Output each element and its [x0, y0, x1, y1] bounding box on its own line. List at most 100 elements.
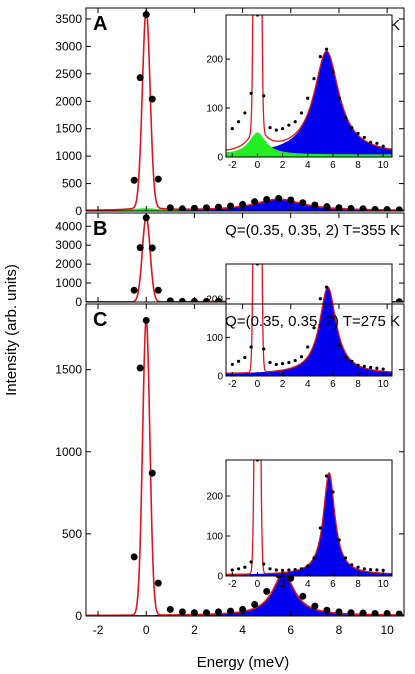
data-point — [178, 297, 186, 302]
inset-y-tick-label: 200 — [206, 492, 223, 503]
data-point — [239, 605, 247, 613]
inset-data-point — [331, 316, 335, 320]
data-point — [166, 605, 174, 613]
y-tick-label: 2500 — [55, 67, 82, 81]
data-point — [142, 11, 150, 19]
data-point — [299, 592, 307, 600]
x-tick-label: 4 — [239, 623, 246, 637]
data-point — [154, 286, 162, 294]
data-point — [202, 297, 210, 302]
data-point — [227, 607, 235, 615]
inset-data-point — [325, 285, 329, 289]
data-point — [154, 579, 162, 587]
data-point — [347, 609, 355, 616]
inset-fit-line — [226, 15, 392, 151]
inset-data-point — [312, 326, 316, 330]
inset-y-tick-label: 0 — [217, 153, 223, 164]
inset-data-point — [230, 127, 234, 131]
panel-c-plot-area — [86, 316, 404, 616]
data-point — [263, 195, 271, 203]
data-point — [202, 609, 210, 616]
inset-data-point — [287, 568, 291, 572]
data-point — [359, 205, 367, 211]
inset-y-tick-label: 0 — [217, 372, 223, 383]
inset-data-point — [293, 358, 297, 363]
data-point — [359, 609, 367, 616]
inset-x-tick-label: 0 — [255, 579, 261, 590]
data-point — [239, 200, 247, 208]
inset-data-point — [236, 120, 241, 124]
inset-data-point — [356, 363, 360, 367]
inset-data-point — [325, 47, 329, 51]
data-point — [130, 176, 138, 184]
panel-label: B — [93, 218, 107, 240]
inset-data-point — [362, 135, 366, 140]
inset-x-tick-label: 0 — [255, 379, 261, 390]
y-tick-label: 3000 — [55, 238, 82, 252]
inset-data-point — [375, 141, 379, 145]
inset-data-point — [287, 123, 291, 127]
panel-a-frame — [85, 7, 405, 212]
inset-data-point — [268, 360, 272, 365]
inset-data-point — [243, 355, 247, 360]
data-point — [287, 196, 295, 204]
panel-annotation: Q=(0.35, 0.35, 2) T=355 K — [225, 222, 400, 239]
inset-fit-line — [226, 460, 392, 575]
data-point — [395, 298, 403, 302]
inset-data-point — [274, 362, 278, 367]
inset-data-point — [280, 127, 285, 131]
data-point — [215, 297, 222, 302]
data-point — [202, 204, 210, 211]
inset-data-point — [243, 565, 247, 569]
y-tick-label: 0 — [75, 295, 82, 309]
inset-y-tick-label: 200 — [206, 294, 223, 305]
inset-data-point — [249, 345, 253, 349]
inset-data-point — [375, 568, 379, 572]
inset-data-point — [249, 91, 253, 95]
inset-y-tick-label: 200 — [206, 55, 223, 66]
x-tick-label: 2 — [191, 623, 198, 637]
y-tick-label: 500 — [62, 177, 82, 191]
inset-data-point — [362, 364, 366, 368]
inset-y-tick-label: 100 — [206, 104, 223, 115]
data-point — [148, 244, 156, 252]
y-tick-label: 1000 — [55, 445, 82, 459]
inset-data-point — [299, 355, 304, 359]
inset-data-point — [287, 360, 291, 365]
data-point — [148, 469, 156, 477]
x-tick-label: 8 — [336, 623, 343, 637]
x-tick-label: 0 — [143, 623, 150, 637]
inset-data-point — [262, 347, 266, 351]
inset-x-tick-label: 10 — [378, 579, 390, 590]
y-tick-label: 500 — [62, 527, 82, 541]
inset-data-point — [381, 568, 385, 573]
inset-data-point — [369, 568, 373, 572]
y-tick-label: 1000 — [55, 149, 82, 163]
x-tick-label: -2 — [93, 623, 104, 637]
inset-x-tick-label: 4 — [305, 160, 311, 171]
data-point — [136, 74, 144, 82]
inset-x-tick-label: 2 — [280, 579, 286, 590]
data-point — [311, 201, 319, 209]
inset-x-tick-label: 6 — [330, 160, 336, 171]
inset-data-point — [249, 560, 253, 564]
inset-x-tick-label: -2 — [228, 579, 237, 590]
panel-c-frame — [85, 303, 405, 617]
inset-x-tick-label: 8 — [355, 379, 361, 390]
panel-annotation: Q=(0.35, 0.35, 2) T=275 K — [225, 313, 400, 330]
inset-data-point — [230, 568, 234, 572]
inset-data-point — [356, 565, 360, 569]
inset-data-point — [343, 556, 348, 560]
inset-x-tick-label: 8 — [355, 160, 361, 171]
inset-x-tick-label: -2 — [228, 160, 237, 171]
y-tick-label: 1500 — [55, 122, 82, 136]
data-point — [130, 553, 138, 561]
inset-x-tick-label: 6 — [330, 379, 336, 390]
data-point — [215, 608, 222, 616]
inset-data-point — [312, 77, 316, 81]
data-point — [166, 297, 174, 302]
y-axis-label: Intensity (arb. units) — [3, 264, 20, 396]
panel-a-plot-area — [86, 8, 404, 211]
inset-data-point — [343, 116, 348, 120]
inset-data-point — [262, 562, 266, 566]
